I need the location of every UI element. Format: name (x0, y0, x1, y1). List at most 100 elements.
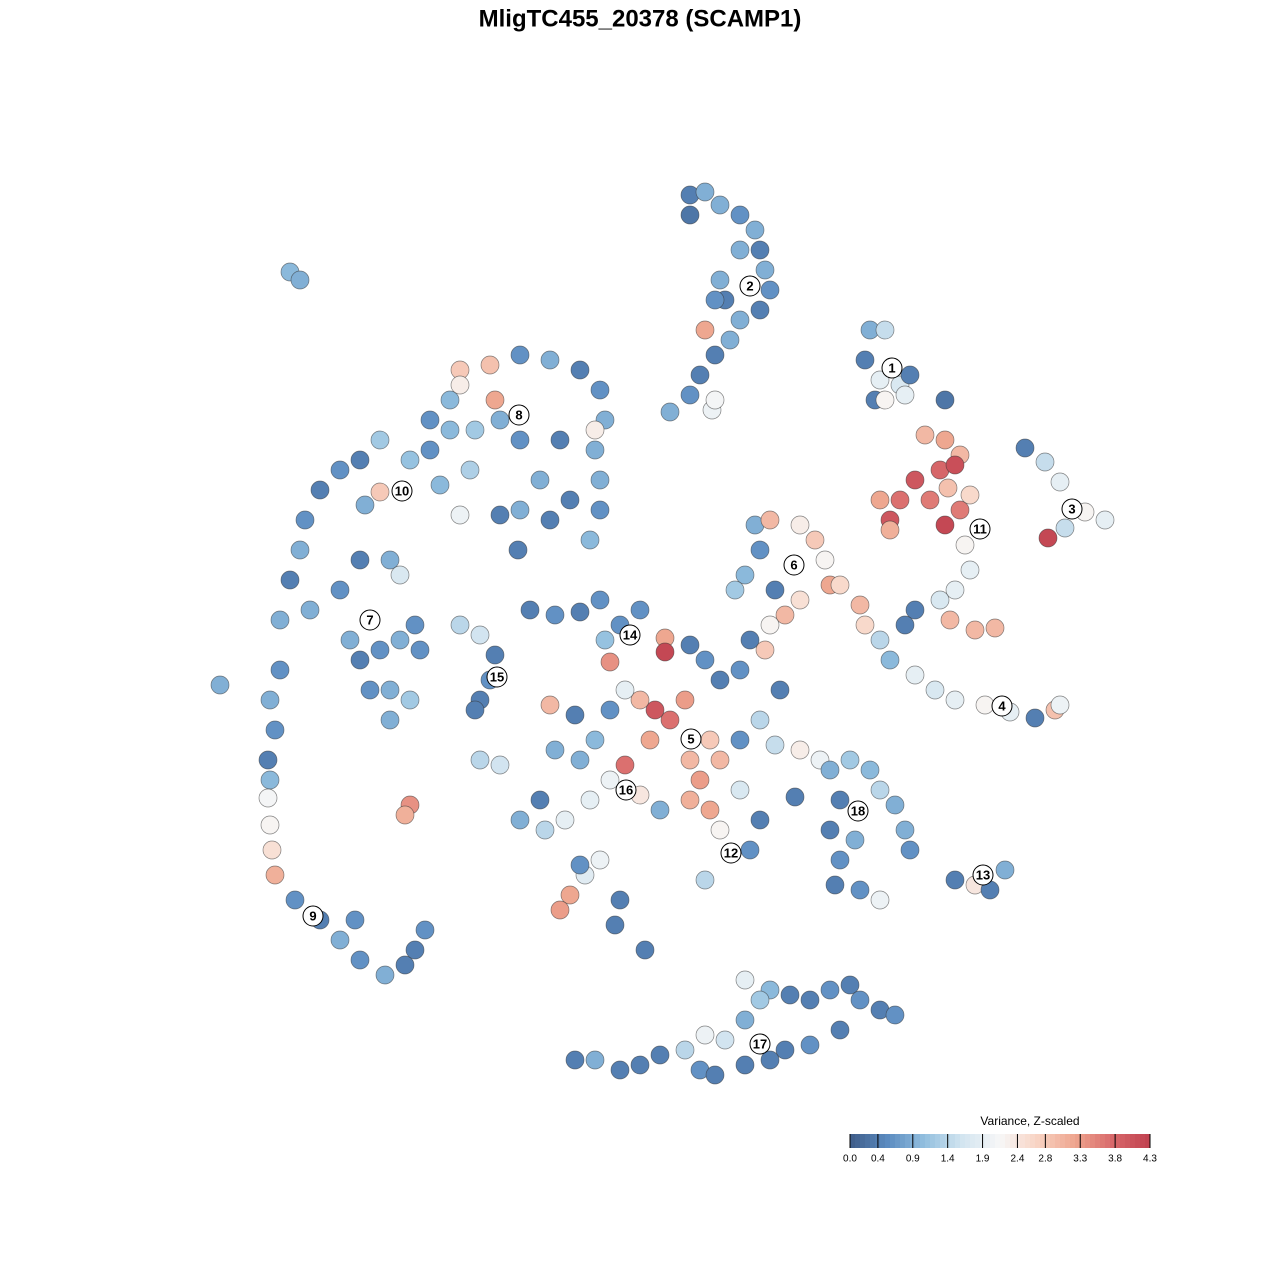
colorbar-title: Variance, Z-scaled (980, 1114, 1079, 1128)
point (540, 350, 560, 370)
colorbar-swatch (970, 1134, 976, 1148)
point (655, 642, 675, 662)
point (540, 510, 560, 530)
point (330, 930, 350, 950)
point (630, 690, 650, 710)
point (730, 730, 750, 750)
colorbar-swatch (1140, 1134, 1146, 1148)
point (370, 640, 390, 660)
colorbar-swatch (1110, 1134, 1116, 1148)
point (870, 630, 890, 650)
point (950, 500, 970, 520)
cluster-label-marker (359, 609, 381, 631)
point (350, 950, 370, 970)
colorbar-swatch (1045, 1134, 1051, 1148)
point (270, 610, 290, 630)
colorbar-swatch (925, 1134, 931, 1148)
point (800, 990, 820, 1010)
point (850, 880, 870, 900)
cluster-label: 16 (619, 782, 633, 797)
point (650, 1045, 670, 1065)
cluster-label-marker (1061, 498, 1083, 520)
cluster-label: 18 (851, 803, 865, 818)
point (350, 650, 370, 670)
point (790, 740, 810, 760)
point (905, 470, 925, 490)
point (875, 320, 895, 340)
point (755, 640, 775, 660)
point (340, 630, 360, 650)
colorbar-swatch (900, 1134, 906, 1148)
colorbar-swatch (1145, 1134, 1151, 1148)
point (585, 1050, 605, 1070)
cluster-label: 12 (724, 845, 738, 860)
point (300, 600, 320, 620)
point (855, 350, 875, 370)
colorbar-swatch (1050, 1134, 1056, 1148)
cluster-label-marker (720, 842, 742, 864)
point (508, 540, 528, 560)
colorbar-tick-label: 3.8 (1108, 1154, 1122, 1165)
point (1050, 472, 1070, 492)
cluster-label-marker (486, 666, 508, 688)
point (695, 320, 715, 340)
point (760, 615, 780, 635)
point (890, 490, 910, 510)
point (660, 402, 680, 422)
point (885, 795, 905, 815)
colorbar-swatch (915, 1134, 921, 1148)
point (1050, 695, 1070, 715)
cluster-label: 8 (515, 407, 522, 422)
point (415, 920, 435, 940)
point (735, 1010, 755, 1030)
point (345, 910, 365, 930)
point (870, 890, 890, 910)
point (465, 700, 485, 720)
point (530, 790, 550, 810)
cluster-label-marker (680, 728, 702, 750)
colorbar-swatch (940, 1134, 946, 1148)
point (740, 840, 760, 860)
point (695, 1025, 715, 1045)
cluster-label-marker (991, 695, 1013, 717)
point (830, 1020, 850, 1040)
point (750, 990, 770, 1010)
point (830, 790, 850, 810)
colorbar-tick-label: 1.9 (976, 1154, 990, 1165)
colorbar-swatch (1120, 1134, 1126, 1148)
point (535, 820, 555, 840)
point (855, 615, 875, 635)
point (590, 850, 610, 870)
point (605, 915, 625, 935)
colorbar-swatch (985, 1134, 991, 1148)
colorbar-swatch (1030, 1134, 1036, 1148)
point (700, 800, 720, 820)
colorbar-swatch (905, 1134, 911, 1148)
point (820, 980, 840, 1000)
point (375, 965, 395, 985)
point (565, 1050, 585, 1070)
point (755, 260, 775, 280)
colorbar-swatch (1090, 1134, 1096, 1148)
point (600, 700, 620, 720)
point (820, 820, 840, 840)
cluster-label-marker (615, 779, 637, 801)
point (395, 955, 415, 975)
colorbar-swatch (965, 1134, 971, 1148)
point (585, 440, 605, 460)
point (775, 605, 795, 625)
point (850, 990, 870, 1010)
cluster-label-marker (619, 624, 641, 646)
colorbar-swatch (895, 1134, 901, 1148)
point (260, 815, 280, 835)
point (480, 355, 500, 375)
point (790, 590, 810, 610)
point (985, 618, 1005, 638)
cluster-label: 7 (366, 612, 373, 627)
point (635, 940, 655, 960)
colorbar-swatch (1085, 1134, 1091, 1148)
point (565, 705, 585, 725)
colorbar-swatch (1075, 1134, 1081, 1148)
